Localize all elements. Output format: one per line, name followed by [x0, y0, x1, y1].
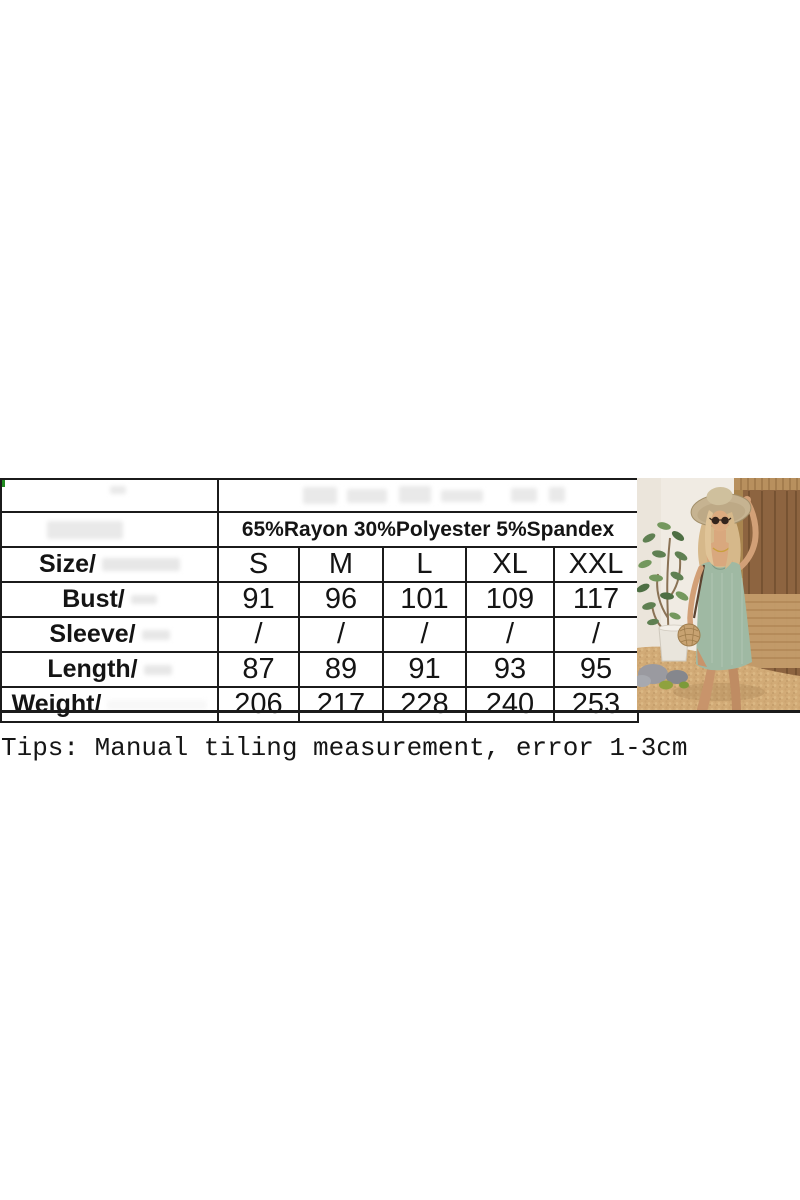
erased-text-smudge — [107, 699, 208, 710]
sleeve-value: / — [465, 616, 555, 653]
bust-value: 109 — [465, 581, 555, 618]
sleeve-value: / — [217, 616, 300, 653]
length-value: 93 — [465, 651, 555, 688]
table-row-length: Length/ 87 89 91 93 95 — [0, 651, 639, 688]
model-leg — [697, 663, 716, 712]
empty-header-cell — [217, 478, 639, 513]
fabric-label-cell — [0, 511, 219, 548]
weight-value: 253 — [553, 686, 639, 723]
model-hair-front — [725, 512, 736, 569]
model-leg — [728, 665, 741, 712]
length-value: 89 — [298, 651, 384, 688]
potted-plant — [637, 522, 689, 647]
model-figure — [677, 487, 759, 712]
row-label-sleeve: Sleeve/ — [0, 616, 219, 653]
bust-value: 101 — [382, 581, 467, 618]
erased-text-smudge — [549, 487, 565, 502]
row-label-bust: Bust/ — [0, 581, 219, 618]
necklace — [712, 547, 730, 553]
erased-text-smudge — [303, 487, 337, 504]
sandy-ground — [637, 646, 800, 712]
sleeve-value: / — [382, 616, 467, 653]
weight-value: 206 — [217, 686, 300, 723]
erased-text-smudge — [110, 486, 126, 494]
table-row-weight: Weight/ 206 217 228 240 253 — [0, 686, 639, 723]
bust-value: 91 — [217, 581, 300, 618]
ground-shadow — [673, 683, 765, 701]
size-value: L — [382, 546, 467, 583]
tips-text: Tips: Manual tiling measurement, error 1… — [1, 733, 688, 763]
length-value: 87 — [217, 651, 300, 688]
table-row-bust: Bust/ 91 96 101 109 117 — [0, 581, 639, 618]
length-value: 95 — [553, 651, 639, 688]
erased-text-smudge — [511, 488, 537, 502]
erased-text-smudge — [143, 664, 172, 675]
sleeve-value: / — [553, 616, 639, 653]
model-arm-raised — [736, 500, 759, 571]
weight-value: 228 — [382, 686, 467, 723]
row-label-size: Size/ — [0, 546, 219, 583]
sleeve-value: / — [298, 616, 384, 653]
product-photo-illustration — [637, 478, 800, 712]
row-label-weight: Weight/ — [0, 686, 219, 723]
dress-texture — [711, 573, 743, 667]
erased-text-smudge — [441, 490, 483, 502]
bag-strap — [692, 564, 706, 619]
fabric-composition: 65%Rayon 30%Polyester 5%Spandex — [217, 511, 639, 548]
sage-dress — [696, 561, 752, 671]
size-value: XL — [465, 546, 555, 583]
bust-value: 117 — [553, 581, 639, 618]
model-face — [711, 510, 729, 532]
erased-text-smudge — [101, 558, 180, 571]
product-photo — [637, 478, 800, 712]
woven-bag — [677, 623, 701, 647]
row-label-length: Length/ — [0, 651, 219, 688]
table-row-size: Size/ S M L XL XXL — [0, 546, 639, 583]
size-chart-table: 65%Rayon 30%Polyester 5%Spandex Size/ S … — [0, 478, 639, 723]
erased-text-smudge — [141, 629, 170, 640]
erased-text-smudge — [130, 595, 157, 604]
bust-value: 96 — [298, 581, 384, 618]
wall-shade — [637, 478, 661, 668]
erased-text-smudge — [399, 486, 431, 503]
erased-text-smudge — [47, 521, 123, 539]
dress-slit-leg — [697, 648, 707, 667]
empty-header-cell — [0, 478, 219, 513]
length-value: 91 — [382, 651, 467, 688]
size-value: M — [298, 546, 384, 583]
weight-value: 240 — [465, 686, 555, 723]
bag-weave — [678, 625, 700, 646]
model-hair-front — [705, 510, 714, 566]
erased-text-smudge — [347, 489, 387, 503]
sunglasses — [709, 516, 732, 525]
fabric-row: 65%Rayon 30%Polyester 5%Spandex — [0, 511, 639, 548]
rocks — [637, 664, 689, 690]
bottom-divider — [0, 710, 800, 713]
model-chest — [706, 530, 734, 566]
size-value: XXL — [553, 546, 639, 583]
table-row — [0, 478, 639, 513]
table-row-sleeve: Sleeve/ / / / / / — [0, 616, 639, 653]
size-value: S — [217, 546, 300, 583]
weight-value: 217 — [298, 686, 384, 723]
